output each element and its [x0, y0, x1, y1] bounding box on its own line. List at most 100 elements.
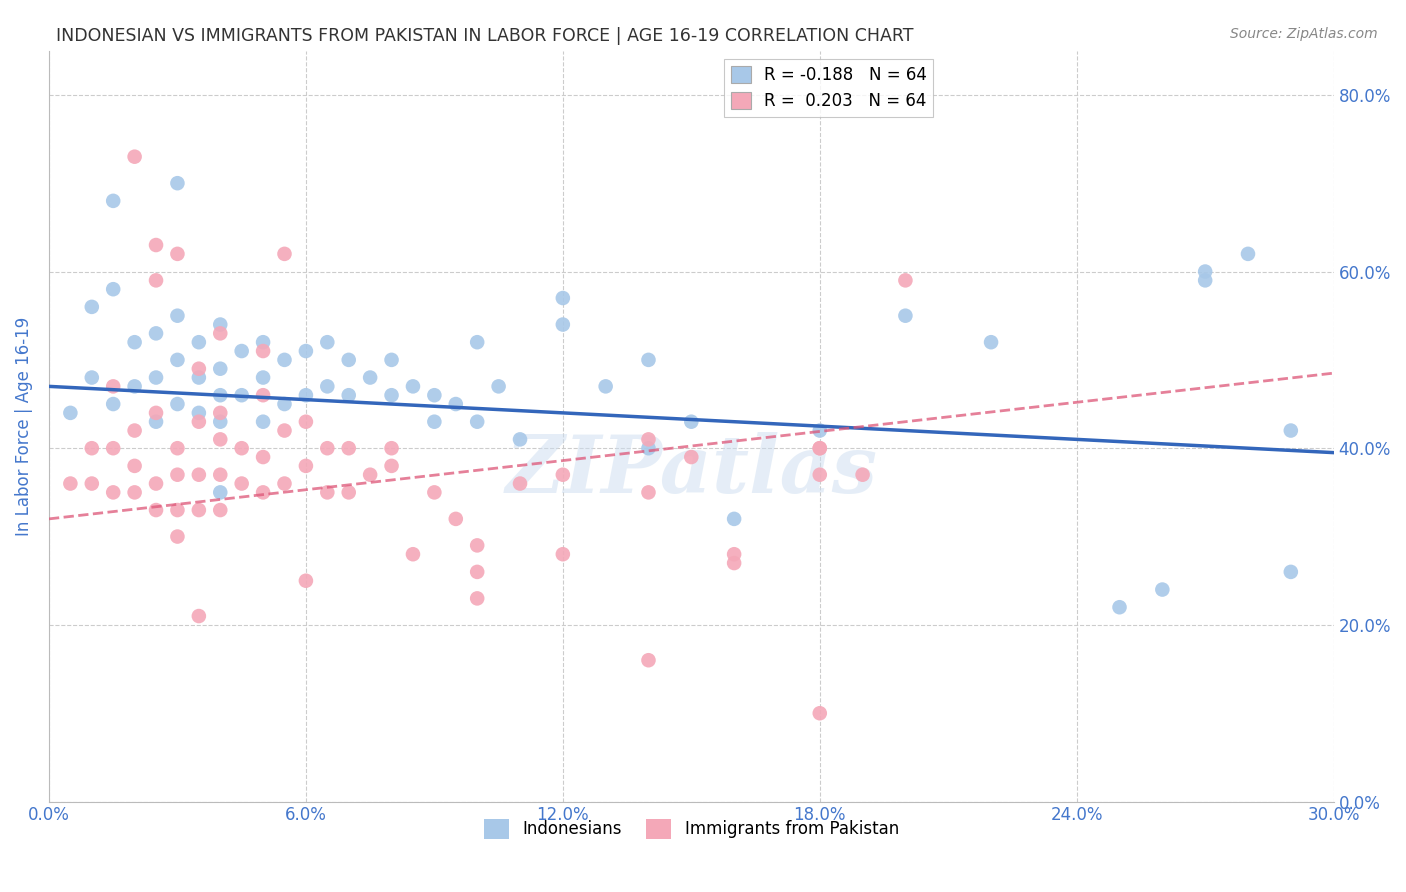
Point: [252, 388, 274, 402]
Point: [359, 467, 381, 482]
Point: [273, 476, 295, 491]
Point: [145, 326, 167, 341]
Point: [1279, 424, 1302, 438]
Point: [723, 556, 745, 570]
Point: [166, 441, 188, 455]
Point: [551, 291, 574, 305]
Point: [166, 247, 188, 261]
Point: [423, 388, 446, 402]
Point: [681, 415, 703, 429]
Point: [380, 388, 402, 402]
Point: [145, 238, 167, 252]
Point: [103, 282, 125, 296]
Point: [252, 415, 274, 429]
Point: [103, 485, 125, 500]
Point: [273, 397, 295, 411]
Point: [1237, 247, 1260, 261]
Point: [166, 503, 188, 517]
Point: [509, 433, 531, 447]
Point: [637, 433, 659, 447]
Point: [808, 467, 831, 482]
Point: [1152, 582, 1174, 597]
Point: [808, 441, 831, 455]
Point: [103, 397, 125, 411]
Point: [595, 379, 617, 393]
Point: [80, 370, 103, 384]
Point: [103, 194, 125, 208]
Point: [316, 335, 339, 350]
Point: [145, 370, 167, 384]
Point: [380, 441, 402, 455]
Point: [209, 388, 232, 402]
Point: [723, 547, 745, 561]
Point: [187, 361, 209, 376]
Point: [337, 352, 360, 367]
Point: [316, 379, 339, 393]
Point: [444, 397, 467, 411]
Point: [295, 344, 318, 359]
Point: [231, 441, 253, 455]
Point: [166, 397, 188, 411]
Point: [166, 530, 188, 544]
Point: [808, 424, 831, 438]
Point: [273, 424, 295, 438]
Point: [894, 309, 917, 323]
Point: [252, 450, 274, 464]
Point: [59, 476, 82, 491]
Point: [124, 379, 146, 393]
Point: [166, 352, 188, 367]
Point: [124, 424, 146, 438]
Point: [359, 370, 381, 384]
Point: [124, 150, 146, 164]
Point: [252, 335, 274, 350]
Point: [209, 318, 232, 332]
Point: [295, 574, 318, 588]
Point: [1279, 565, 1302, 579]
Point: [252, 370, 274, 384]
Point: [402, 379, 425, 393]
Point: [423, 485, 446, 500]
Point: [894, 273, 917, 287]
Point: [187, 335, 209, 350]
Legend: Indonesians, Immigrants from Pakistan: Indonesians, Immigrants from Pakistan: [477, 812, 905, 846]
Point: [145, 406, 167, 420]
Point: [637, 441, 659, 455]
Point: [231, 476, 253, 491]
Point: [402, 547, 425, 561]
Point: [316, 441, 339, 455]
Point: [337, 485, 360, 500]
Point: [187, 415, 209, 429]
Point: [209, 406, 232, 420]
Point: [124, 458, 146, 473]
Point: [209, 361, 232, 376]
Point: [637, 653, 659, 667]
Point: [423, 415, 446, 429]
Point: [59, 406, 82, 420]
Point: [166, 467, 188, 482]
Point: [465, 415, 488, 429]
Point: [551, 318, 574, 332]
Point: [273, 247, 295, 261]
Point: [124, 335, 146, 350]
Text: Source: ZipAtlas.com: Source: ZipAtlas.com: [1230, 27, 1378, 41]
Point: [103, 379, 125, 393]
Point: [187, 503, 209, 517]
Point: [145, 476, 167, 491]
Point: [187, 609, 209, 624]
Point: [637, 485, 659, 500]
Point: [808, 441, 831, 455]
Y-axis label: In Labor Force | Age 16-19: In Labor Force | Age 16-19: [15, 317, 32, 536]
Point: [337, 388, 360, 402]
Point: [231, 388, 253, 402]
Point: [465, 538, 488, 552]
Point: [465, 565, 488, 579]
Point: [637, 352, 659, 367]
Point: [488, 379, 510, 393]
Point: [209, 467, 232, 482]
Point: [80, 441, 103, 455]
Point: [852, 467, 875, 482]
Point: [80, 300, 103, 314]
Point: [465, 591, 488, 606]
Point: [187, 467, 209, 482]
Point: [723, 512, 745, 526]
